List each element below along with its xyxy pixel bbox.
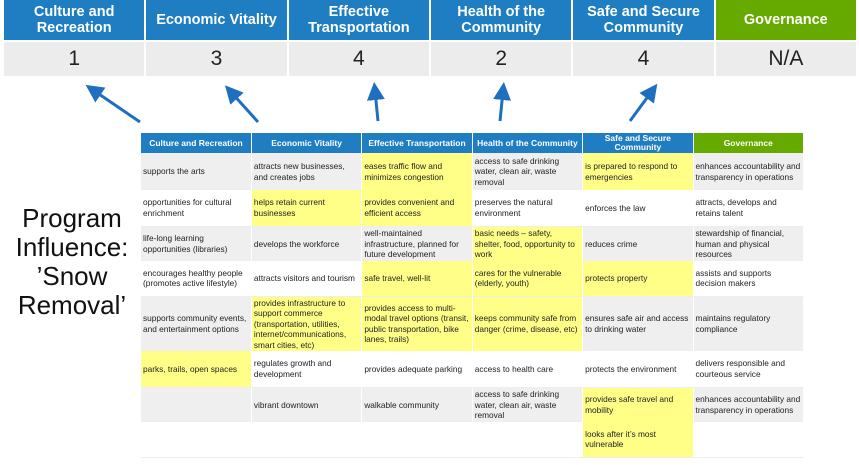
- score-column-header: Culture and Recreation: [4, 0, 145, 40]
- column-header: Health of the Community: [472, 133, 584, 153]
- table-cell: enforces the law: [582, 190, 694, 227]
- table-cell: regulates growth and development: [251, 351, 363, 388]
- table-header-row: Culture and Recreation Economic Vitality E…: [141, 133, 805, 153]
- table-cell: [141, 387, 252, 422]
- arrows: [85, 82, 658, 124]
- score-column-header: Effective Transportation: [288, 0, 429, 40]
- table-cell: well-maintained infrastructure, planned …: [361, 226, 473, 261]
- table-cell: [472, 422, 584, 458]
- table-cell: assists and supports decision makers: [693, 261, 805, 297]
- score-value: 3: [146, 42, 287, 76]
- table-cell: safe travel, well-lit: [361, 261, 473, 297]
- arrow-icon: [224, 85, 260, 124]
- table-cell: provides safe travel and mobility: [582, 387, 694, 422]
- table-cell: preserves the natural environment: [472, 190, 584, 227]
- table-cell: [141, 422, 252, 458]
- table-row: parks, trails, open spaces regulates grow…: [141, 351, 805, 388]
- label-line: Removal’: [17, 290, 127, 320]
- table-cell: attracts, develops and retains talent: [693, 190, 805, 227]
- table-cell: enhances accountability and transparency…: [693, 387, 805, 422]
- score-value: 2: [430, 42, 572, 76]
- table-cell: basic needs – safety, shelter, food, opp…: [472, 226, 584, 261]
- table-cell: provides convenient and efficient access: [361, 190, 473, 227]
- table-cell: keeps community safe from danger (crime,…: [472, 296, 584, 351]
- influence-table: Culture and Recreation Economic Vitality E…: [141, 133, 805, 458]
- table-cell: vibrant downtown: [251, 387, 363, 422]
- table-row: opportunities for cultural enrichment hel…: [141, 190, 805, 227]
- score-column-header: Economic Vitality: [146, 0, 287, 40]
- label-line: Program: [22, 203, 122, 233]
- score-value: 4: [573, 42, 714, 76]
- program-influence-label: Program Influence: ’Snow Removal’: [4, 204, 140, 320]
- table-cell: provides access to multi-modal travel op…: [361, 296, 473, 351]
- column-header: Governance: [693, 133, 805, 153]
- arrow-icon: [628, 83, 658, 122]
- table-cell: parks, trails, open spaces: [141, 351, 252, 388]
- arrow-icon: [493, 82, 512, 122]
- table-cell: [251, 422, 363, 458]
- table-cell: encourages healthy people (promotes acti…: [141, 261, 252, 297]
- label-line: Influence:: [15, 232, 129, 262]
- label-line: ’Snow: [36, 261, 108, 291]
- score-column-header: Health of the Community: [430, 0, 572, 40]
- score-column-header: Governance: [715, 0, 856, 40]
- table-cell: helps retain current businesses: [251, 190, 363, 227]
- table-row: encourages healthy people (promotes acti…: [141, 261, 805, 297]
- table-row: looks after it’s most vulnerable: [141, 422, 805, 458]
- arrow-icon: [366, 82, 385, 122]
- table-cell: ensures safe air and access to drinking …: [582, 296, 694, 351]
- table-cell: provides adequate parking: [361, 351, 473, 388]
- column-header: Safe and Secure Community: [582, 133, 694, 153]
- table-cell: access to safe drinking water, clean air…: [472, 387, 584, 422]
- table-cell: supports the arts: [141, 153, 252, 190]
- score-column-header: Safe and Secure Community: [573, 0, 714, 40]
- table-cell: [361, 422, 473, 458]
- score-value: 4: [288, 42, 429, 76]
- column-header: Effective Transportation: [361, 133, 473, 153]
- table-cell: opportunities for cultural enrichment: [141, 190, 252, 227]
- table-cell: provides infrastructure to support comme…: [251, 296, 363, 351]
- table-cell: access to health care: [472, 351, 584, 388]
- arrow-icon: [85, 84, 141, 124]
- table-cell: looks after it’s most vulnerable: [582, 422, 694, 458]
- table-cell: access to safe drinking water, clean air…: [472, 153, 584, 190]
- table-cell: stewardship of financial, human and phys…: [693, 226, 805, 261]
- column-header: Culture and Recreation: [141, 133, 252, 153]
- table-cell: develops the workforce: [251, 226, 363, 261]
- table-row: supports community events, and entertain…: [141, 296, 805, 351]
- table-cell: maintains regulatory compliance: [693, 296, 805, 351]
- table-cell: supports community events, and entertain…: [141, 296, 252, 351]
- table-cell: reduces crime: [582, 226, 694, 261]
- column-header: Economic Vitality: [251, 133, 363, 153]
- score-summary: Culture and Recreation Economic Vitality E…: [4, 0, 856, 76]
- table-cell: cares for the vulnerable (elderly, youth…: [472, 261, 584, 297]
- table-cell: attracts visitors and tourism: [251, 261, 363, 297]
- score-value: 1: [4, 42, 145, 76]
- table-cell: is prepared to respond to emergencies: [582, 153, 694, 190]
- table-row: vibrant downtown walkable community access…: [141, 387, 805, 422]
- table-cell: [693, 422, 805, 458]
- table-cell: walkable community: [361, 387, 473, 422]
- score-value: N/A: [715, 42, 856, 76]
- table-cell: protects the environment: [582, 351, 694, 388]
- table-cell: protects property: [582, 261, 694, 297]
- table-row: supports the arts attracts new businesses…: [141, 153, 805, 190]
- table-cell: enhances accountability and transparency…: [693, 153, 805, 190]
- table-cell: delivers responsible and courteous servi…: [693, 351, 805, 388]
- table-cell: eases traffic flow and minimizes congest…: [361, 153, 473, 190]
- table-cell: attracts new businesses, and creates job…: [251, 153, 363, 190]
- table-cell: life-long learning opportunities (librar…: [141, 226, 252, 261]
- table-row: life-long learning opportunities (librar…: [141, 226, 805, 261]
